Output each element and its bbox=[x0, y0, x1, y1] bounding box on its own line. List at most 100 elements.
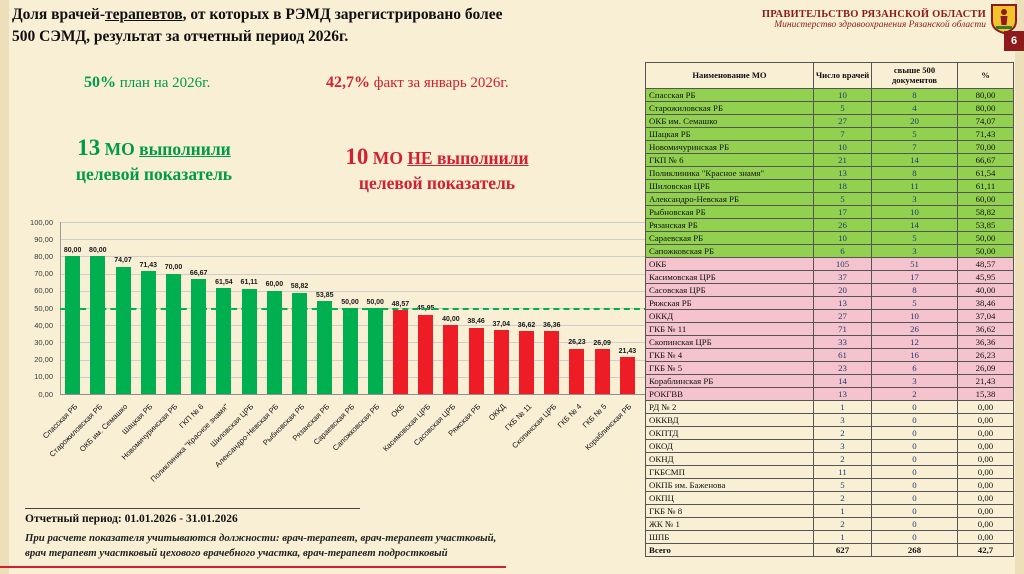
mo-table-body: Спасская РБ 10 8 80,00 Старожиловская РБ 5 4 80… bbox=[645, 87, 1014, 557]
percent-cell: 0,00 bbox=[957, 529, 1014, 544]
title-line-2: 500 СЭМД, результат за отчетный период 2… bbox=[12, 28, 349, 46]
bar bbox=[392, 310, 408, 394]
right-edge-decoration bbox=[1015, 0, 1024, 574]
bar-value-label: 48,57 bbox=[391, 300, 410, 308]
table-total-row: Всего 627 268 42,7 bbox=[645, 542, 1014, 557]
bar-value-label: 70,00 bbox=[164, 264, 183, 272]
over-500-docs-cell: 20 bbox=[871, 113, 958, 128]
table-row: Сапожковская РБ 6 3 50,00 bbox=[645, 243, 1014, 258]
table-row: Поликлиника "Красное знамя" 13 8 61,54 bbox=[645, 165, 1014, 180]
kpi-not-achieved-line1: 10 МО НЕ выполнили bbox=[298, 142, 576, 172]
y-axis-tick-label: 40,00 bbox=[34, 320, 53, 330]
table-row: ОКПБ им. Баженова 5 0 0,00 bbox=[645, 477, 1014, 492]
doctor-count-cell: 14 bbox=[813, 373, 872, 388]
doctor-count-cell: 2 bbox=[813, 516, 872, 531]
percent-cell: 0,00 bbox=[957, 516, 1014, 531]
mo-name-cell: ШПБ bbox=[645, 529, 814, 544]
bar bbox=[266, 290, 282, 394]
bar bbox=[569, 348, 585, 394]
doctor-count-cell: 27 bbox=[813, 308, 872, 323]
doctor-count-cell: 13 bbox=[813, 386, 872, 401]
slide-title: Доля врачей-терапевтов, от которых в РЭМ… bbox=[12, 4, 680, 49]
doctor-count-cell: 10 bbox=[813, 139, 872, 154]
mo-name-cell: Скопинская ЦРБ bbox=[645, 334, 814, 349]
mo-name-cell: Всего bbox=[645, 542, 814, 557]
y-axis-tick-label: 30,00 bbox=[34, 337, 53, 347]
doctor-count-cell: 627 bbox=[813, 542, 872, 557]
bar-value-label: 26,23 bbox=[568, 339, 586, 347]
doctor-count-cell: 3 bbox=[813, 412, 872, 427]
mo-name-cell: Сасовская ЦРБ bbox=[645, 282, 814, 297]
mo-table: Наименование МО Число врачей свыше 500 д… bbox=[645, 62, 1014, 557]
doctor-count-cell: 33 bbox=[813, 334, 872, 349]
gridline bbox=[60, 394, 646, 395]
table-row: ШПБ 1 0 0,00 bbox=[645, 529, 1014, 544]
header-row: Наименование МО Число врачей свыше 500 д… bbox=[645, 62, 1014, 89]
government-header: ПРАВИТЕЛЬСТВО РЯЗАНСКОЙ ОБЛАСТИ Министер… bbox=[700, 9, 986, 30]
bar-value-label: 80,00 bbox=[89, 246, 107, 254]
percent-cell: 0,00 bbox=[957, 477, 1014, 492]
government-title: ПРАВИТЕЛЬСТВО РЯЗАНСКОЙ ОБЛАСТИ bbox=[761, 9, 986, 20]
bar bbox=[216, 288, 232, 394]
percent-cell: 66,67 bbox=[957, 152, 1014, 167]
doctor-count-cell: 1 bbox=[813, 503, 872, 518]
gridline bbox=[60, 222, 646, 223]
kpi-not-achieved-count: 10 bbox=[345, 144, 369, 169]
table-row: Старожиловская РБ 5 4 80,00 bbox=[645, 100, 1014, 115]
percent-cell: 61,54 bbox=[957, 165, 1014, 180]
over-500-docs-cell: 16 bbox=[871, 347, 958, 362]
over-500-docs-cell: 5 bbox=[871, 295, 958, 310]
over-500-docs-cell: 6 bbox=[871, 360, 958, 375]
table-row: ГКБ № 4 61 16 26,23 bbox=[645, 347, 1014, 362]
bar-value-label: 50,00 bbox=[366, 298, 384, 306]
over-500-docs-cell: 51 bbox=[871, 256, 958, 271]
bar bbox=[418, 314, 434, 394]
percent-cell: 0,00 bbox=[957, 438, 1014, 453]
table-row: Рязанская РБ 26 14 53,85 bbox=[645, 217, 1014, 232]
fact-indicator: 42,7% факт за январь 2026г. bbox=[326, 74, 509, 92]
mo-name-cell: ОКБ bbox=[645, 256, 814, 271]
mo-name-cell: ГКБ № 4 bbox=[645, 347, 814, 362]
y-axis-tick-label: 70,00 bbox=[34, 269, 53, 279]
over-500-docs-cell: 3 bbox=[871, 373, 958, 388]
table-row: ОКБ им. Семашко 27 20 74,07 bbox=[645, 113, 1014, 128]
percent-cell: 0,00 bbox=[957, 464, 1014, 479]
bar bbox=[468, 327, 484, 394]
mo-name-cell: РД № 2 bbox=[645, 399, 814, 414]
bar-value-label: 36,62 bbox=[517, 321, 536, 329]
percent-cell: 0,00 bbox=[957, 425, 1014, 440]
percent-cell: 0,00 bbox=[957, 490, 1014, 505]
table-row: ОККВД 3 0 0,00 bbox=[645, 412, 1014, 427]
gridline bbox=[60, 290, 646, 292]
mo-name-cell: ОКПБ им. Баженова bbox=[645, 477, 814, 492]
mo-table-header: Наименование МО Число врачей свыше 500 д… bbox=[645, 62, 1014, 89]
mo-name-cell: ОККД bbox=[645, 308, 814, 323]
bar bbox=[165, 273, 181, 394]
mo-name-cell: Старожиловская РБ bbox=[645, 100, 814, 115]
mo-name-cell: ЖК № 1 bbox=[645, 516, 814, 531]
over-500-docs-cell: 4 bbox=[871, 100, 958, 115]
over-500-docs-cell: 0 bbox=[871, 477, 958, 492]
y-axis-tick-label: 10,00 bbox=[34, 372, 53, 382]
doctor-count-cell: 13 bbox=[813, 295, 872, 310]
kpi-achieved-unit: МО bbox=[100, 139, 140, 159]
over-500-docs-cell: 14 bbox=[871, 217, 958, 232]
percent-cell: 26,09 bbox=[957, 360, 1014, 375]
doctor-count-cell: 18 bbox=[813, 178, 872, 193]
over-500-docs-cell: 0 bbox=[871, 425, 958, 440]
header-doctor-count: Число врачей bbox=[813, 62, 872, 89]
percent-cell: 0,00 bbox=[957, 451, 1014, 466]
mo-name-cell: ОККВД bbox=[645, 412, 814, 427]
doctor-count-cell: 21 bbox=[813, 152, 872, 167]
percent-cell: 0,00 bbox=[957, 399, 1014, 414]
bar-value-label: 40,00 bbox=[442, 315, 460, 323]
table-row: Скопинская ЦРБ 33 12 36,36 bbox=[645, 334, 1014, 349]
bar-value-label: 74,07 bbox=[114, 257, 132, 265]
y-axis-tick-label: 60,00 bbox=[34, 286, 53, 296]
bar-value-label: 50,00 bbox=[341, 298, 359, 306]
over-500-docs-cell: 8 bbox=[871, 165, 958, 180]
bar bbox=[519, 331, 535, 394]
doctor-count-cell: 5 bbox=[813, 477, 872, 492]
table-row: ГКБ № 5 23 6 26,09 bbox=[645, 360, 1014, 375]
